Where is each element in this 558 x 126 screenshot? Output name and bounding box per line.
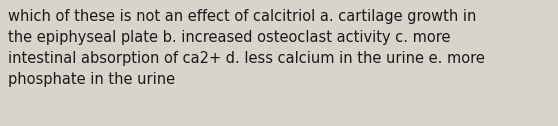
Text: which of these is not an effect of calcitriol a. cartilage growth in
the epiphys: which of these is not an effect of calci…: [8, 9, 485, 87]
